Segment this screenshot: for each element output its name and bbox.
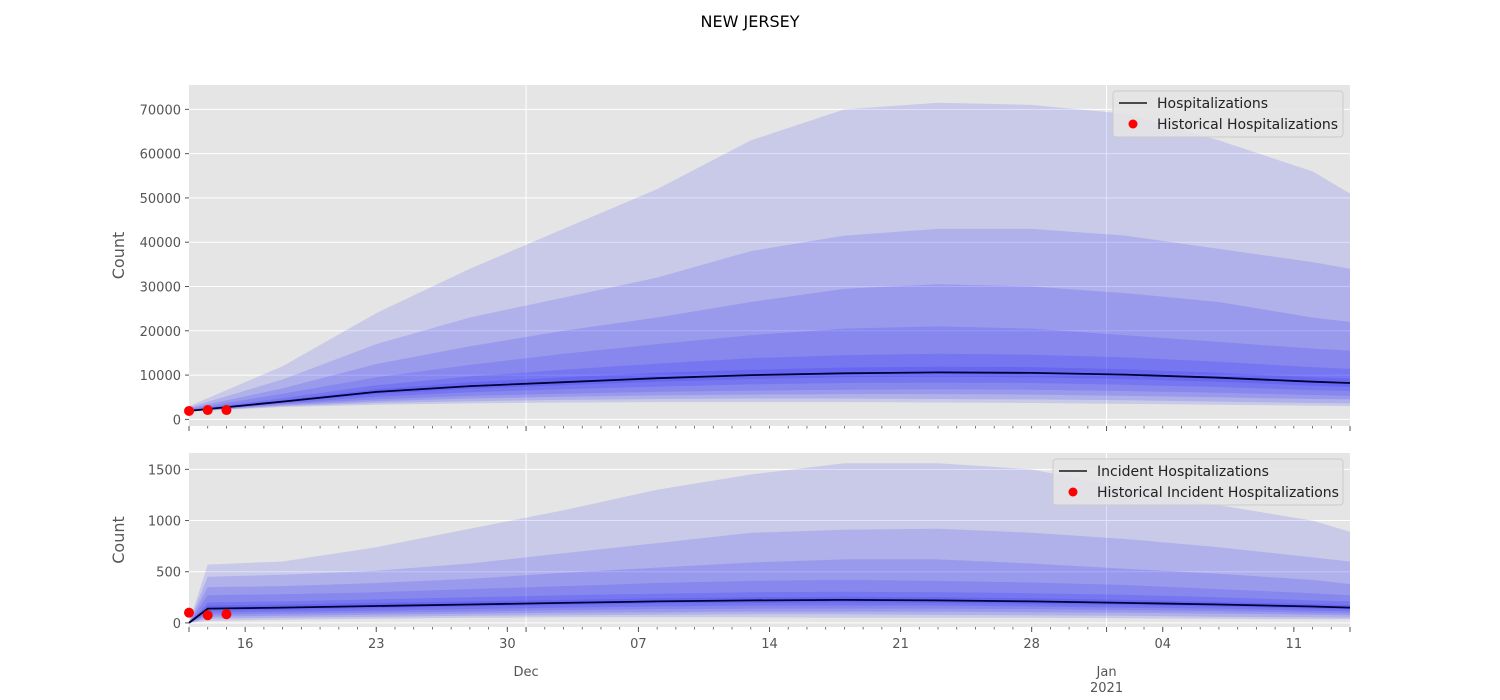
x-tick-label: 28: [1023, 637, 1040, 652]
historical-point: [202, 405, 213, 416]
prediction-band-5: [189, 353, 1350, 411]
prediction-band-4: [189, 579, 1350, 623]
legend-marker-swatch: [1068, 487, 1078, 497]
prediction-band-5: [189, 591, 1350, 623]
chart-title: NEW JERSEY: [701, 12, 800, 31]
legend: Incident Hospitalizations Historical Inci…: [1052, 458, 1344, 506]
x-tick-label: 23: [368, 637, 385, 652]
prediction-band-3: [189, 559, 1350, 623]
x-tick-label: 21: [892, 637, 909, 652]
x-month-label: Jan: [1096, 665, 1117, 680]
y-axis-label: Count: [109, 516, 128, 564]
x-tick-label: 14: [761, 637, 778, 652]
x-tick-label: 30: [499, 637, 516, 652]
x-tick-label: 07: [630, 637, 647, 652]
hospitalizations-panel: 0 10000 20000 30000 40000 50000 60000 70000 Coun…: [109, 85, 1351, 428]
legend: Hospitalizations Historical Hospitalizati…: [1112, 90, 1344, 138]
y-tick-label: 60000: [140, 148, 181, 163]
y-tick-label: 1000: [148, 515, 181, 530]
prediction-band-2: [189, 528, 1350, 623]
historical-point: [202, 610, 213, 621]
historical-point: [221, 405, 232, 416]
prediction-band-4: [189, 326, 1350, 412]
incident-hospitalizations-panel: 0 500 1000 1500 Count Incident Hospitalizatio…: [109, 453, 1351, 632]
median-line: [188, 371, 1351, 412]
prediction-band-3: [189, 284, 1350, 412]
y-tick-label: 0: [173, 617, 181, 632]
x-year-label: 2021: [1090, 681, 1123, 696]
historical-point: [184, 405, 194, 416]
legend-entry: Hospitalizations: [1157, 96, 1268, 112]
x-month-label: Dec: [513, 665, 538, 680]
y-tick-label: 40000: [140, 236, 181, 251]
y-tick-label: 70000: [140, 103, 181, 118]
y-tick-label: 500: [156, 566, 181, 581]
legend-box: [1112, 90, 1344, 138]
median-line: [188, 598, 1351, 624]
prediction-band-2: [189, 228, 1350, 412]
y-tick-label: 1500: [148, 463, 181, 478]
prediction-band-1: [189, 102, 1350, 412]
y-axis-label: Count: [109, 232, 128, 280]
x-tick-label: 04: [1154, 637, 1171, 652]
legend-marker-swatch: [1128, 119, 1138, 129]
historical-point: [184, 607, 194, 618]
y-tick-label: 50000: [140, 192, 181, 207]
legend-box: [1052, 458, 1344, 506]
y-tick-label: 0: [173, 413, 181, 428]
legend-entry: Incident Hospitalizations: [1097, 464, 1269, 480]
prediction-band-6: [189, 366, 1350, 411]
historical-point: [221, 609, 232, 620]
x-tick-label: 11: [1286, 637, 1303, 652]
plot-background: [189, 85, 1350, 426]
legend-entry: Historical Hospitalizations: [1157, 117, 1338, 133]
legend-entry: Historical Incident Hospitalizations: [1097, 485, 1339, 501]
prediction-band-6: [189, 596, 1350, 623]
y-tick-label: 20000: [140, 325, 181, 340]
y-tick-label: 10000: [140, 369, 181, 384]
y-tick-label: 30000: [140, 281, 181, 296]
x-tick-label: 16: [237, 637, 254, 652]
